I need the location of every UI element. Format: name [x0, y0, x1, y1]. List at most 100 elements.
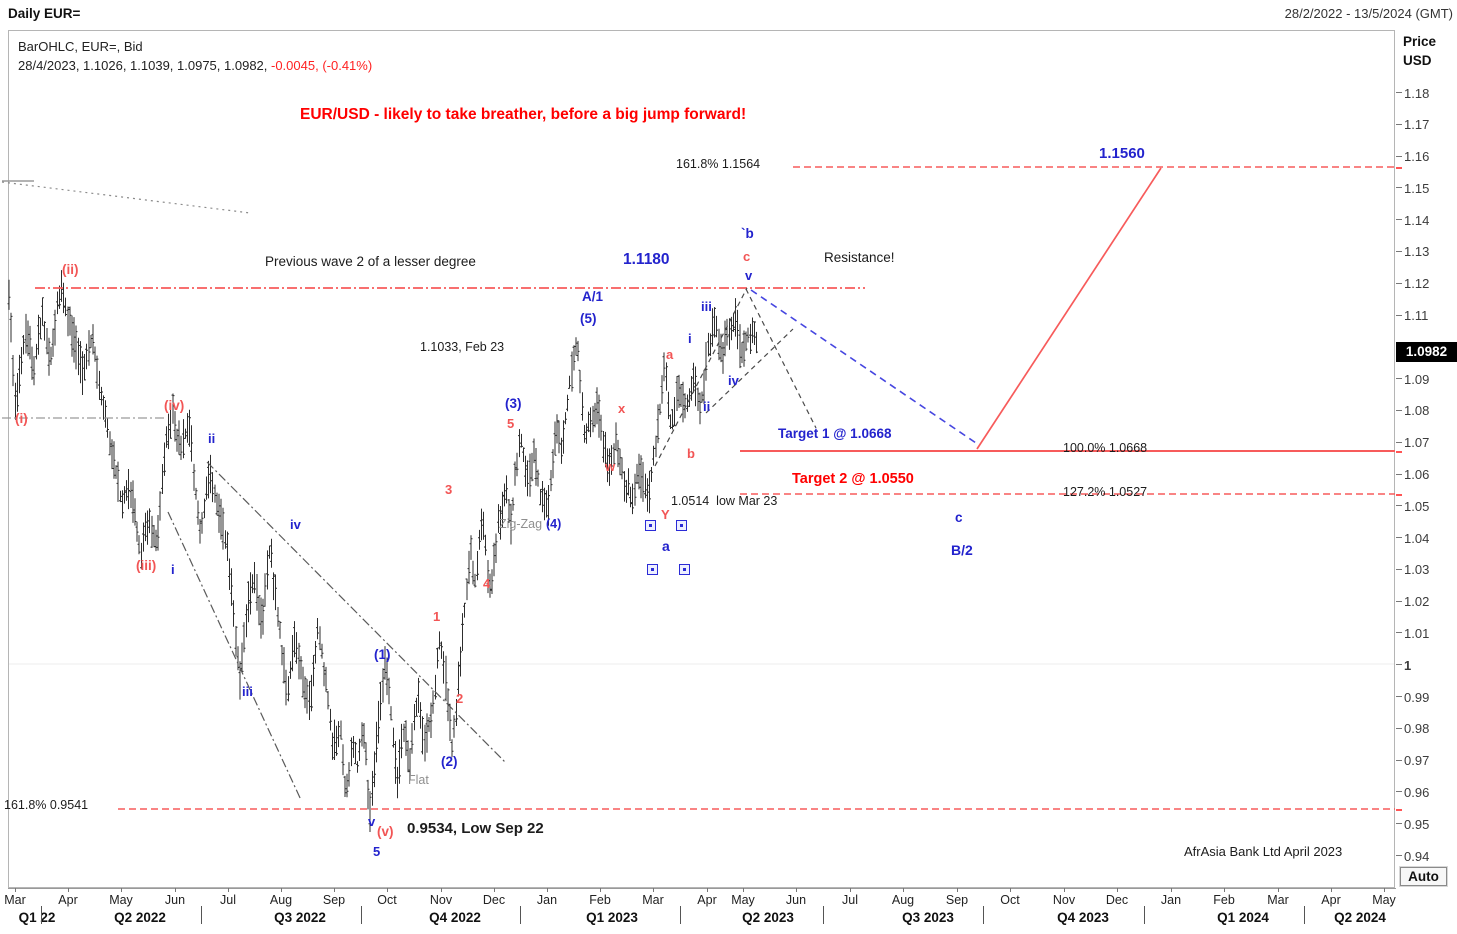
wave-5-low-label: 5 [373, 844, 381, 859]
window-title: Daily EUR= [8, 6, 81, 21]
month-label: Jun [164, 893, 186, 907]
price-axis-tick [1396, 696, 1402, 698]
fib-161-8-down-label: 161.8% 0.9541 [4, 798, 89, 812]
chart-plot-frame[interactable] [8, 30, 1395, 888]
wave-b-red-label: b [687, 446, 695, 461]
wave-ii-up-label: ii [703, 399, 711, 414]
price-axis-label: 1.03 [1404, 562, 1430, 578]
object-handle-icon[interactable] [679, 564, 690, 575]
time-axis-tick [175, 888, 176, 892]
legend-quote-change: -0.0045, (-0.41%) [271, 58, 373, 73]
wave-v-low-label: v [368, 814, 376, 829]
price-axis-label: 1.06 [1404, 467, 1430, 482]
prev-wave2-note: Previous wave 2 of a lesser degree [265, 254, 476, 269]
last-price-badge: 1.0982 [1396, 342, 1457, 362]
price-axis-tick [1396, 759, 1402, 761]
quarter-separator [201, 906, 202, 924]
price-axis-label: 0.96 [1404, 784, 1430, 800]
quarter-label: Q1 2024 [1217, 910, 1269, 925]
month-label: Feb [589, 893, 611, 907]
price-axis-tick [1396, 537, 1402, 539]
price-axis-label: 1.16 [1404, 149, 1430, 165]
price-axis-label: 1.09 [1404, 371, 1430, 387]
price-axis-label: 1.07 [1404, 435, 1430, 451]
price-axis-tick [1396, 664, 1402, 666]
wave-piii-label: (iii) [136, 558, 157, 573]
price-axis-tick [1396, 568, 1402, 570]
legend-series: BarOHLC, EUR=, Bid [18, 39, 143, 54]
month-label: Mar [1267, 893, 1289, 907]
quarter-label: Q4 2023 [1057, 910, 1109, 925]
wave-pi-label: (i) [15, 411, 28, 426]
wave-1-red-label: 1 [433, 609, 441, 624]
price-axis-label: 1.01 [1404, 625, 1430, 641]
quarter-separator [520, 906, 521, 924]
price-axis-tick [1396, 727, 1402, 729]
price-axis-label: 1.15 [1404, 180, 1430, 196]
wedge-left-line [654, 287, 748, 467]
month-label: Nov [1052, 893, 1076, 907]
time-axis-tick [15, 888, 16, 892]
price-axis-tick [1396, 282, 1402, 284]
price-axis-tick [1396, 791, 1402, 793]
wave-p1-label: (1) [374, 647, 391, 662]
quarter-separator [983, 906, 984, 924]
quarter-separator [680, 906, 681, 924]
quarter-label: Q3 2023 [902, 910, 954, 925]
month-label: Aug [891, 893, 915, 907]
time-axis-tick [796, 888, 797, 892]
price-axis-label: 1.11 [1404, 308, 1429, 324]
object-handle-icon[interactable] [676, 520, 687, 531]
price-axis-label: 1.08 [1404, 403, 1430, 419]
month-label: May [1372, 893, 1396, 907]
price-axis-label: 1.18 [1404, 85, 1430, 101]
wave-c-blue-label: c [955, 510, 963, 525]
time-axis-tick [121, 888, 122, 892]
object-handle-icon[interactable] [647, 564, 658, 575]
quarter-separator [823, 906, 824, 924]
target2-label: Target 2 @ 1.0550 [792, 471, 914, 487]
time-axis-tick [228, 888, 229, 892]
month-label: Jul [842, 893, 858, 907]
time-axis-tick [547, 888, 548, 892]
flat-note: Flat [408, 773, 429, 787]
price-axis-label: 1.14 [1404, 212, 1430, 228]
price-axis-tick [1396, 92, 1402, 93]
price-axis-tick [1396, 632, 1402, 634]
legend-quote-values: 28/4/2023, 1.1026, 1.1039, 1.0975, 1.098… [18, 58, 271, 73]
month-label: Oct [377, 893, 397, 907]
price-axis-tick [1396, 219, 1402, 221]
quarter-label: Q2 2023 [742, 910, 794, 925]
feb-high-note: 1.1033, Feb 23 [420, 340, 505, 354]
month-label: Sep [945, 893, 969, 907]
price-axis-label: 0.97 [1404, 753, 1430, 769]
wave-3-red-label: 3 [445, 482, 453, 497]
time-axis-tick [334, 888, 335, 892]
time-axis-tick [441, 888, 442, 892]
price-axis-tick [1396, 314, 1402, 316]
object-handle-icon[interactable] [645, 520, 656, 531]
month-label: Dec [482, 893, 506, 907]
price-axis-label: 1.04 [1404, 530, 1430, 546]
time-axis-tick [494, 888, 495, 892]
quarter-label: Q4 2022 [429, 910, 481, 925]
projected-decline-line [750, 289, 977, 444]
time-axis[interactable]: Mar Apr May Jun Jul Aug Sep Oct Nov Dec Jan Feb Mar A… [0, 888, 1457, 934]
quarter-label: Q2 2022 [114, 910, 166, 925]
price-axis-tick [1396, 250, 1402, 252]
time-axis-tick [850, 888, 851, 892]
price-axis[interactable]: 1.181.171.161.151.141.131.121.111.101.09… [1395, 30, 1457, 890]
price-axis-tick [1396, 473, 1402, 475]
month-label: Jan [1160, 893, 1182, 907]
price-axis-label: 0.98 [1404, 721, 1430, 737]
wave-4-red-label: 4 [483, 576, 491, 591]
auto-scale-button[interactable]: Auto [1400, 867, 1447, 886]
month-label: Sep [322, 893, 346, 907]
wave-iii-up-label: iii [701, 299, 712, 314]
mid-trendline [206, 461, 507, 764]
wave-w-label: w [605, 459, 616, 474]
target1-label: Target 1 @ 1.0668 [778, 426, 892, 441]
time-axis-tick [1171, 888, 1172, 892]
price-axis-tick [1396, 378, 1402, 380]
